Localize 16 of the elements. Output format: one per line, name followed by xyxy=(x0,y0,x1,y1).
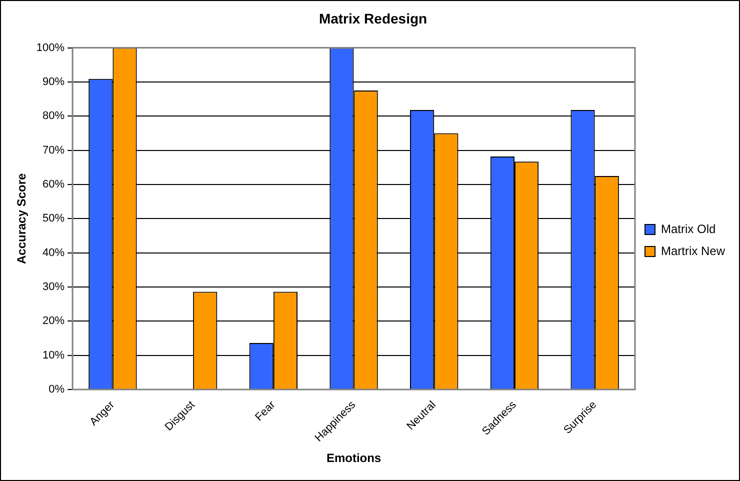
y-tick-label: 0% xyxy=(48,384,65,396)
y-tick-label: 40% xyxy=(42,246,65,259)
y-tick-label: 100% xyxy=(36,42,65,54)
y-tick-label: 80% xyxy=(42,110,65,122)
legend-label: Matrix Old xyxy=(661,222,716,236)
y-tick-label: 60% xyxy=(42,178,65,191)
x-axis-title: Emotions xyxy=(326,451,382,466)
y-tick-label: 30% xyxy=(42,281,65,294)
y-tick-label: 70% xyxy=(42,144,65,156)
y-tick-label: 50% xyxy=(42,212,65,225)
y-tick-label: 90% xyxy=(42,76,65,88)
y-tick-label: 10% xyxy=(42,349,65,362)
y-tick-label: 20% xyxy=(42,315,65,328)
chart-title: Matrix Redesign xyxy=(318,10,428,26)
legend-label: Martrix New xyxy=(661,244,726,258)
y-axis-title: Accuracy Score xyxy=(14,172,29,264)
